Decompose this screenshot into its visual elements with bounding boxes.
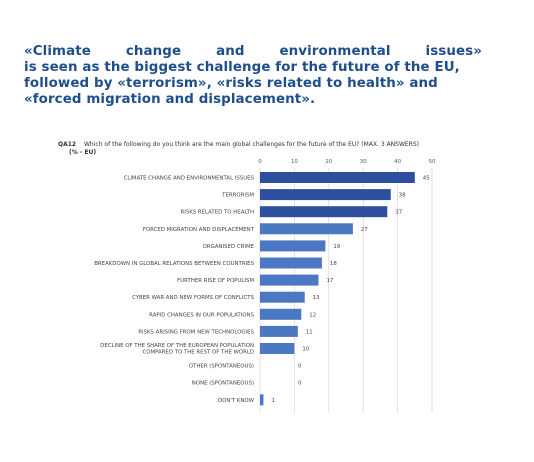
bar-7	[260, 291, 305, 303]
category-label-13: DON'T KNOW	[218, 398, 255, 404]
headline-line-3: followed by «terrorism», «risks related …	[24, 76, 438, 91]
value-label-4: 19	[333, 244, 340, 250]
category-label-2: RISKS RELATED TO HEALTH	[180, 210, 254, 216]
bar-6	[260, 274, 319, 286]
value-label-13: 1	[271, 398, 274, 404]
category-label-11: OTHER (SPONTANEOUS)	[189, 364, 254, 370]
category-label-3: FORCED MIGRATION AND DISPLACEMENT	[143, 227, 255, 233]
x-tick-label-0: 0	[258, 159, 262, 165]
value-label-6: 17	[326, 278, 333, 284]
bar-13	[260, 394, 264, 406]
value-label-11: 0	[298, 364, 302, 370]
headline-line-1: «Climate change and environmental issues…	[24, 44, 482, 59]
bar-3	[260, 223, 353, 235]
question-code: QA12	[58, 141, 77, 148]
category-label-10: DECLINE OF THE SHARE OF THE EUROPEAN POP…	[100, 343, 254, 356]
bar-0	[260, 172, 415, 183]
bar-9	[260, 325, 298, 337]
category-label-4: ORGANISED CRIME	[203, 244, 255, 250]
value-label-8: 12	[309, 312, 316, 318]
question-text: Which of the following do you think are …	[84, 141, 420, 148]
value-label-5: 18	[330, 261, 337, 267]
headline-line-2: is seen as the biggest challenge for the…	[24, 60, 460, 75]
value-label-2: 37	[395, 210, 402, 216]
bar-8	[260, 308, 302, 320]
bar-4	[260, 240, 326, 252]
category-label-0: CLIMATE CHANGE AND ENVIRONMENTAL ISSUES	[124, 176, 255, 182]
x-tick-label-10: 10	[291, 159, 298, 165]
category-label-1: TERRORISM	[221, 193, 254, 199]
value-label-1: 38	[399, 193, 406, 199]
x-tick-label-20: 20	[325, 159, 332, 165]
question-unit: (% - EU)	[69, 149, 97, 156]
bar-2	[260, 206, 388, 218]
value-label-9: 11	[306, 329, 313, 335]
value-label-0: 45	[423, 176, 430, 182]
x-tick-label-50: 50	[429, 159, 436, 165]
value-label-12: 0	[298, 381, 302, 387]
x-tick-label-40: 40	[394, 159, 401, 165]
value-label-10: 10	[302, 347, 309, 353]
x-tick-label-30: 30	[360, 159, 367, 165]
category-label-5: BREAKDOWN IN GLOBAL RELATIONS BETWEEN CO…	[94, 261, 254, 267]
category-label-6: FURTHER RISE OF POPULISM	[177, 278, 254, 284]
category-label-9: RISKS ARISING FROM NEW TECHNOLOGIES	[138, 329, 254, 335]
bar-5	[260, 257, 322, 269]
category-label-12: NONE (SPONTANEOUS)	[192, 381, 254, 387]
bar-10	[260, 343, 295, 354]
headline: «Climate change and environmental issues…	[24, 44, 482, 108]
category-label-7: CYBER WAR AND NEW FORMS OF CONFLICTS	[132, 295, 254, 301]
bar-1	[260, 189, 391, 201]
value-label-7: 13	[313, 295, 320, 301]
headline-line-4: «forced migration and displacement».	[24, 92, 316, 107]
value-label-3: 27	[361, 227, 368, 233]
category-label-8: RAPID CHANGES IN OUR POPULATIONS	[149, 312, 254, 318]
